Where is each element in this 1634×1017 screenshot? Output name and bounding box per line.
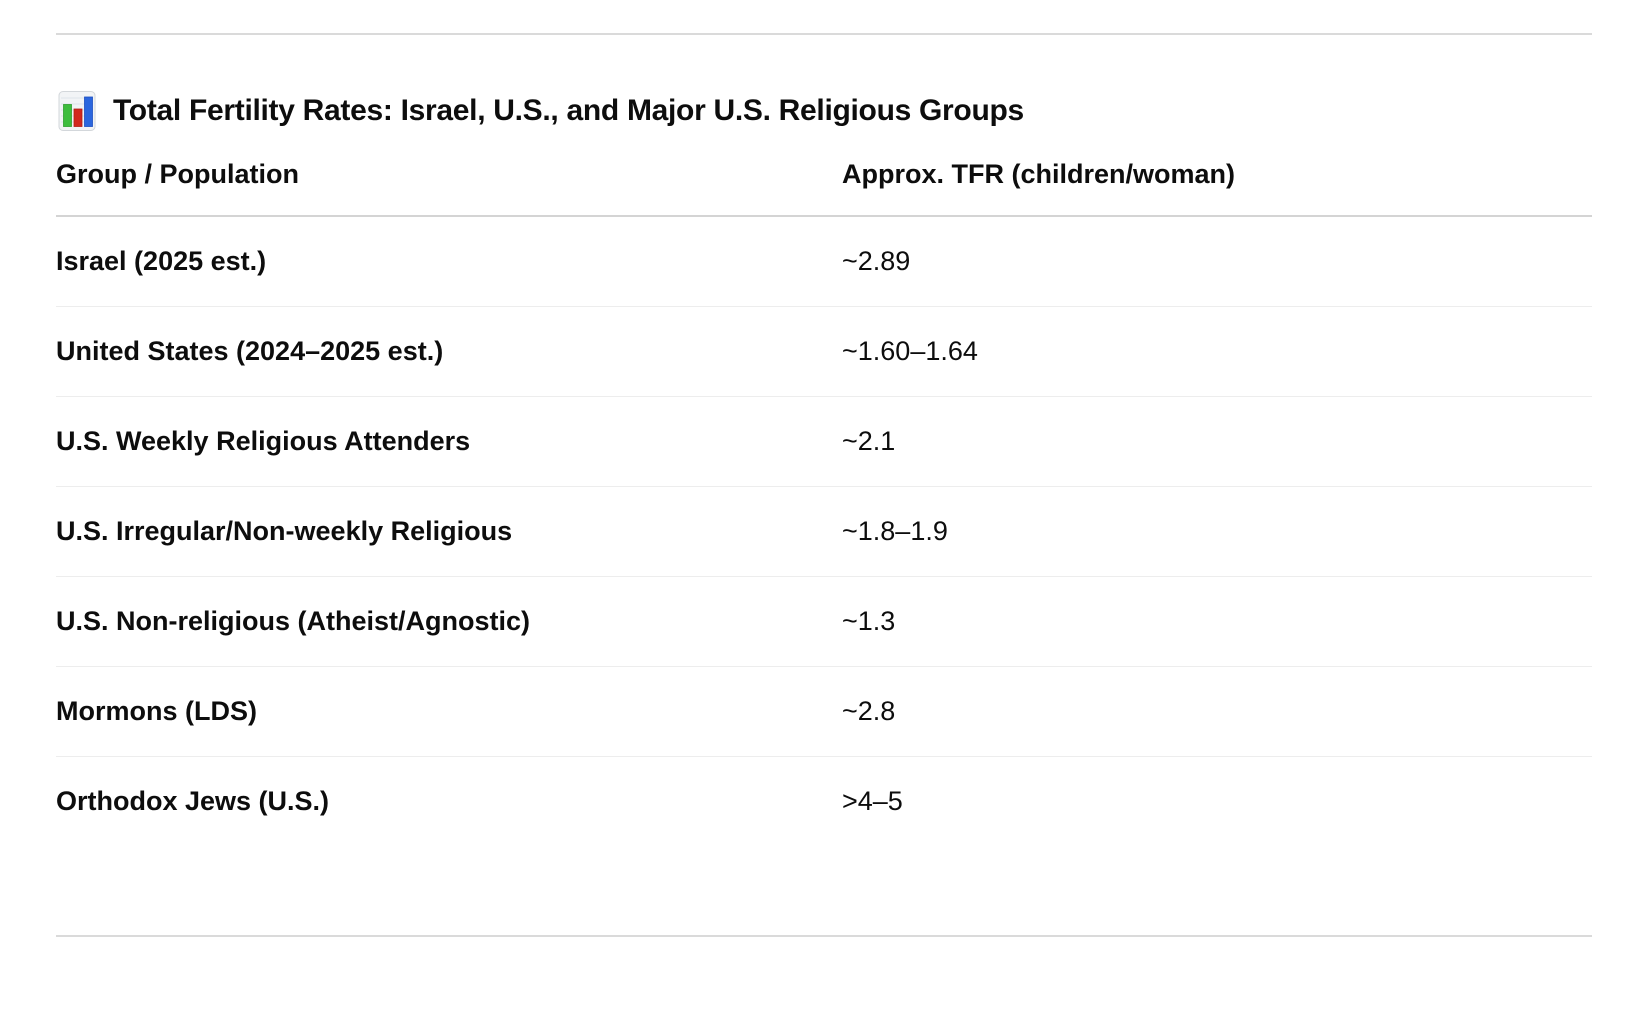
section-heading: Total Fertility Rates: Israel, U.S., and… (56, 90, 1592, 132)
tfr-cell: ~2.1 (842, 396, 1592, 487)
tfr-cell: ~1.8–1.9 (842, 486, 1592, 577)
column-header-tfr: Approx. TFR (children/woman) (842, 159, 1592, 217)
group-cell: Israel (2025 est.) (56, 216, 842, 307)
group-cell: U.S. Irregular/Non-weekly Religious (56, 486, 842, 577)
content-area: Total Fertility Rates: Israel, U.S., and… (0, 33, 1634, 937)
tfr-cell: ~1.3 (842, 576, 1592, 667)
group-cell: U.S. Non-religious (Atheist/Agnostic) (56, 576, 842, 667)
bottom-divider (56, 935, 1592, 937)
table-row: U.S. Irregular/Non-weekly Religious ~1.8… (56, 486, 1592, 577)
group-cell: Mormons (LDS) (56, 666, 842, 757)
group-cell: U.S. Weekly Religious Attenders (56, 396, 842, 487)
tfr-cell: ~2.8 (842, 666, 1592, 757)
section-title: Total Fertility Rates: Israel, U.S., and… (113, 94, 1024, 127)
table-row: United States (2024–2025 est.) ~1.60–1.6… (56, 306, 1592, 397)
fertility-rates-table: Group / Population Approx. TFR (children… (56, 159, 1592, 846)
bar-chart-icon (56, 90, 98, 132)
table-row: Israel (2025 est.) ~2.89 (56, 216, 1592, 307)
table-row: U.S. Non-religious (Atheist/Agnostic) ~1… (56, 576, 1592, 667)
table-header-row: Group / Population Approx. TFR (children… (56, 159, 1592, 217)
top-divider (56, 33, 1592, 35)
tfr-cell: ~1.60–1.64 (842, 306, 1592, 397)
table-row: U.S. Weekly Religious Attenders ~2.1 (56, 396, 1592, 487)
group-cell: United States (2024–2025 est.) (56, 306, 842, 397)
group-cell: Orthodox Jews (U.S.) (56, 786, 330, 816)
table-row: Orthodox Jews (U.S.) >4–5 (56, 757, 1592, 847)
table-row: Mormons (LDS) ~2.8 (56, 666, 1592, 757)
column-header-group: Group / Population (56, 159, 842, 217)
tfr-cell: ~2.89 (842, 216, 1592, 307)
tfr-cell: >4–5 (842, 786, 903, 816)
